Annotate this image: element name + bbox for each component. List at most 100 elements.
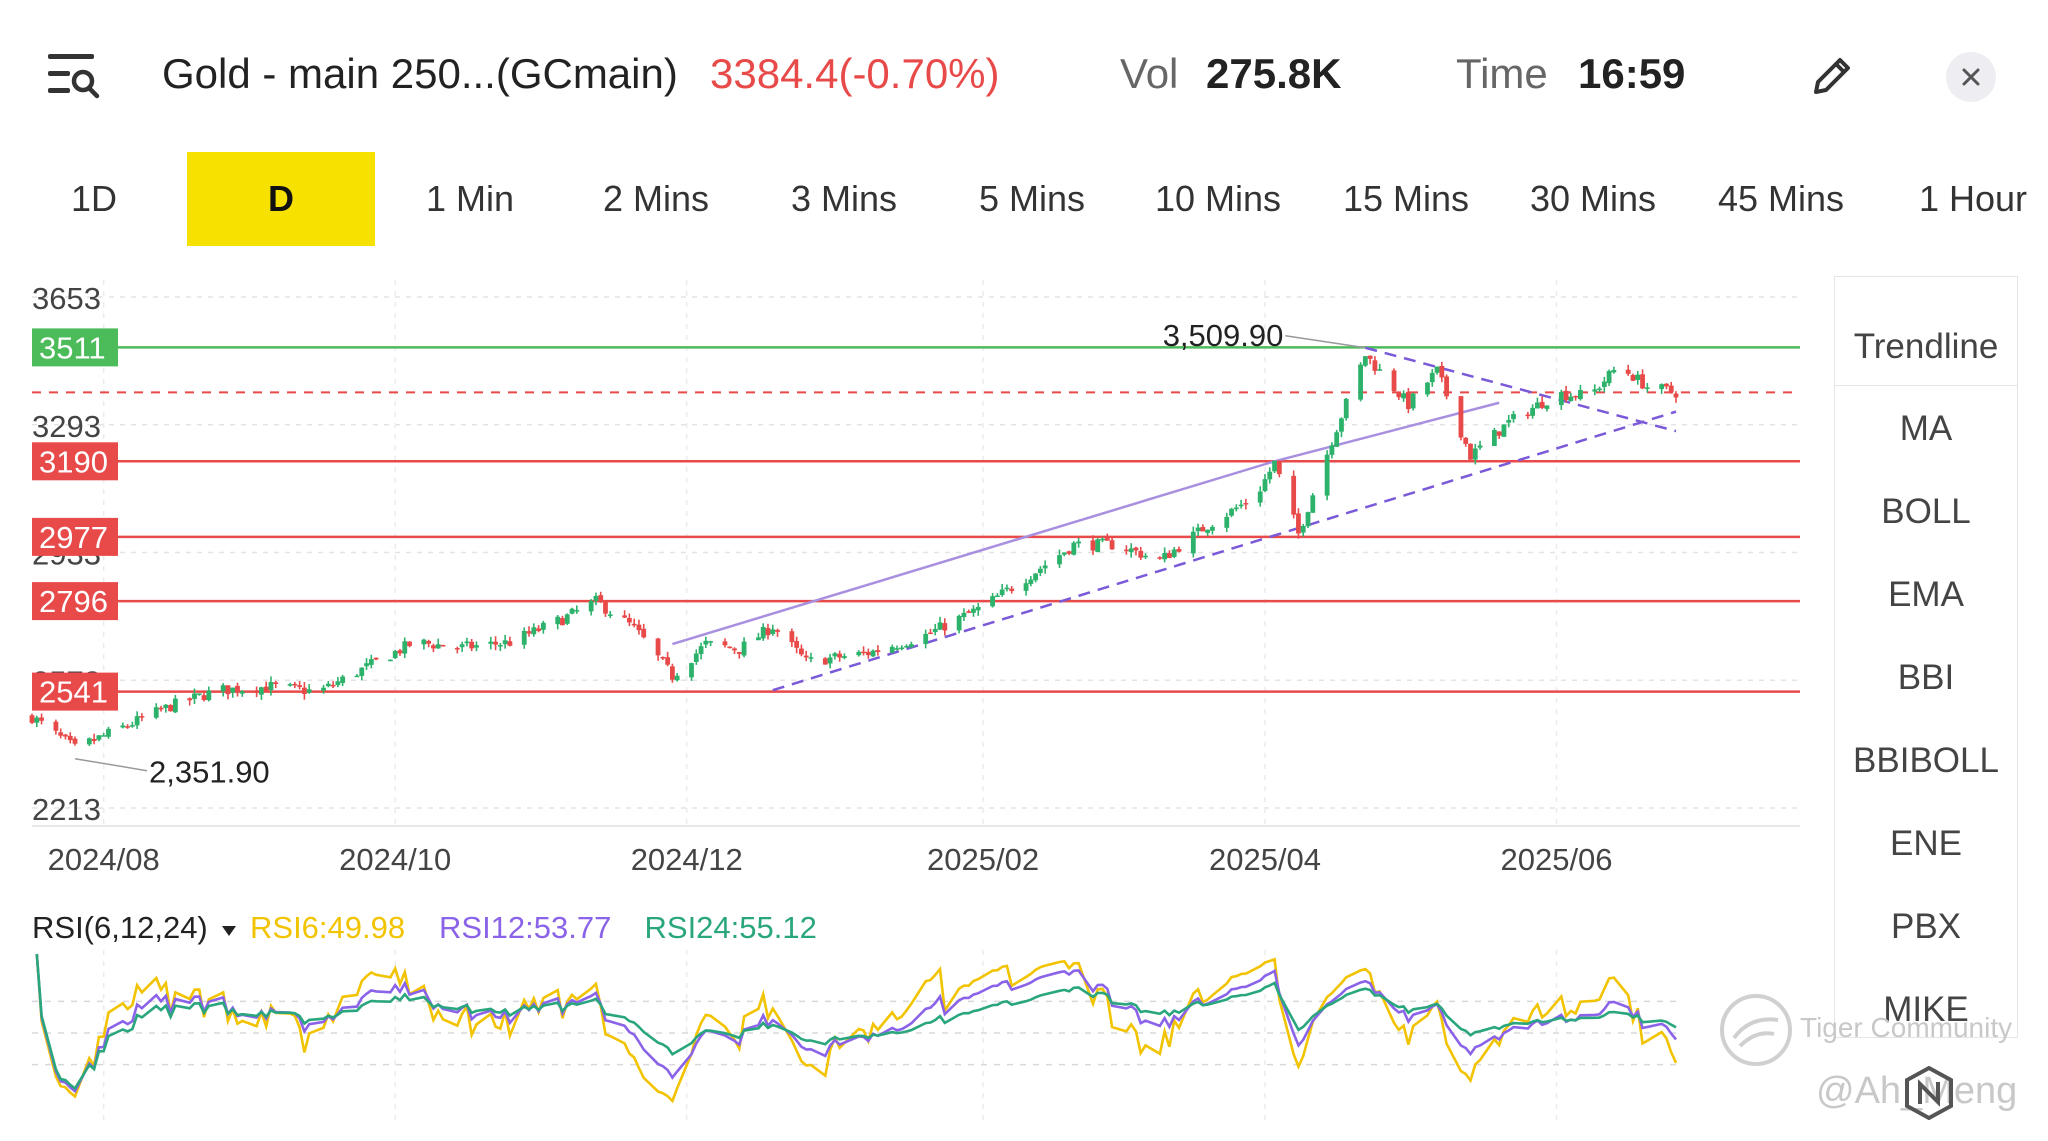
candle-body [1444, 376, 1450, 397]
candle-body [287, 684, 293, 686]
price-level-badge-label: 2541 [39, 675, 108, 710]
price-chart[interactable]: 3653329329332573221335113190297727962541… [0, 270, 1830, 1141]
candle-body [153, 707, 159, 718]
tab-2-mins[interactable]: 2 Mins [602, 178, 710, 219]
candle-body [125, 726, 130, 728]
candle-body [502, 640, 508, 645]
candle-body [564, 614, 570, 624]
indicator-ma[interactable]: MA [1899, 409, 1953, 448]
tab-1-hour[interactable]: 1 Hour [1918, 178, 2028, 219]
candle-body [1157, 557, 1163, 559]
candle-body [990, 596, 995, 607]
price-level-badge [32, 442, 118, 481]
trendline[interactable] [772, 410, 1677, 692]
candle-body [435, 644, 441, 649]
close-icon [1962, 68, 1980, 86]
x-axis-tick-label: 2025/02 [927, 842, 1039, 877]
candle-body [588, 600, 594, 612]
candle-body [134, 716, 140, 726]
candle-body [698, 646, 704, 654]
candle-body [1066, 551, 1072, 554]
tab-5-mins[interactable]: 5 Mins [978, 178, 1086, 219]
candle-body [1109, 540, 1115, 550]
watermark-text: Tiger Community [1800, 1012, 2013, 1043]
candle-body [335, 681, 341, 686]
candle-body [1100, 538, 1105, 541]
candle-body [86, 738, 92, 745]
indicator-bbi[interactable]: BBI [1897, 658, 1955, 697]
candle-body [526, 631, 532, 634]
candle-body [263, 686, 269, 692]
candle-body [732, 648, 737, 651]
candle-body [861, 651, 866, 654]
indicator-mike[interactable]: MIKE [1883, 990, 1969, 1029]
candle-body [1329, 445, 1335, 455]
candle-body [373, 657, 379, 660]
candle-body [268, 682, 274, 691]
candle-body [908, 644, 914, 647]
candle-body [1233, 507, 1239, 510]
candle-body [1501, 424, 1507, 437]
tab-45-mins[interactable]: 45 Mins [1717, 178, 1845, 219]
candle-body [1592, 389, 1598, 392]
y-axis-tick-label: 2213 [32, 792, 101, 827]
trendline[interactable] [1365, 346, 1677, 433]
instrument-title[interactable]: Gold - main 250...(GCmain) [162, 50, 678, 97]
candle-body [708, 641, 714, 643]
trendline[interactable] [1274, 401, 1500, 463]
candle-body [799, 648, 804, 655]
candle-body [560, 618, 565, 626]
candle-body [808, 657, 814, 659]
candle-body [1009, 588, 1015, 592]
candle-body [340, 676, 346, 683]
tab-10-mins[interactable]: 10 Mins [1154, 178, 1282, 219]
caret-down-icon[interactable] [222, 926, 236, 936]
candle-body [770, 629, 776, 634]
candle-body [1124, 549, 1129, 552]
tab-15-mins[interactable]: 15 Mins [1342, 178, 1470, 219]
candle-body [994, 595, 1000, 598]
trendline[interactable] [672, 460, 1275, 646]
price-level-badge-label: 3511 [39, 330, 106, 365]
tab-1d[interactable]: 1D [70, 178, 118, 219]
candle-body [235, 685, 240, 693]
candle-body [469, 641, 475, 649]
candle-body [1138, 550, 1144, 558]
candle-body [794, 641, 800, 648]
candle-body [1496, 431, 1502, 436]
menu-search-icon[interactable] [48, 52, 100, 100]
candle-body [1076, 541, 1082, 544]
candle-body [1468, 443, 1473, 460]
indicator-bbiboll[interactable]: BBIBOLL [1853, 741, 1999, 780]
tab-1-min[interactable]: 1 Min [425, 178, 515, 219]
candle-body [693, 653, 699, 663]
candle-body [598, 595, 604, 603]
candle-body [669, 666, 675, 680]
candle-body [431, 645, 436, 649]
candle-body [1243, 503, 1249, 505]
candle-body [1664, 383, 1669, 387]
indicator-ene[interactable]: ENE [1890, 824, 1962, 863]
candle-body [1434, 366, 1440, 373]
tab-d[interactable]: D [187, 152, 375, 246]
candle-body [1171, 549, 1177, 557]
tab-3-mins[interactable]: 3 Mins [790, 178, 898, 219]
candle-body [187, 698, 193, 701]
candle-body [1630, 375, 1636, 381]
indicator-trendline[interactable]: Trendline [1835, 327, 2017, 386]
candle-body [1396, 392, 1402, 398]
pencil-icon[interactable] [1808, 52, 1856, 100]
candle-body [641, 628, 647, 638]
indicator-ema[interactable]: EMA [1888, 575, 1964, 614]
time-label: Time [1456, 50, 1548, 97]
indicator-pbx[interactable]: PBX [1890, 907, 1962, 946]
rsi-series-line [35, 953, 1678, 1094]
candle-body [1128, 548, 1134, 553]
candle-body [789, 631, 795, 643]
candle-body [1090, 540, 1096, 551]
close-button[interactable] [1946, 52, 1996, 102]
candle-body [440, 644, 446, 647]
indicator-boll[interactable]: BOLL [1881, 492, 1971, 531]
candle-body [1362, 356, 1368, 366]
tab-30-mins[interactable]: 30 Mins [1529, 178, 1657, 219]
